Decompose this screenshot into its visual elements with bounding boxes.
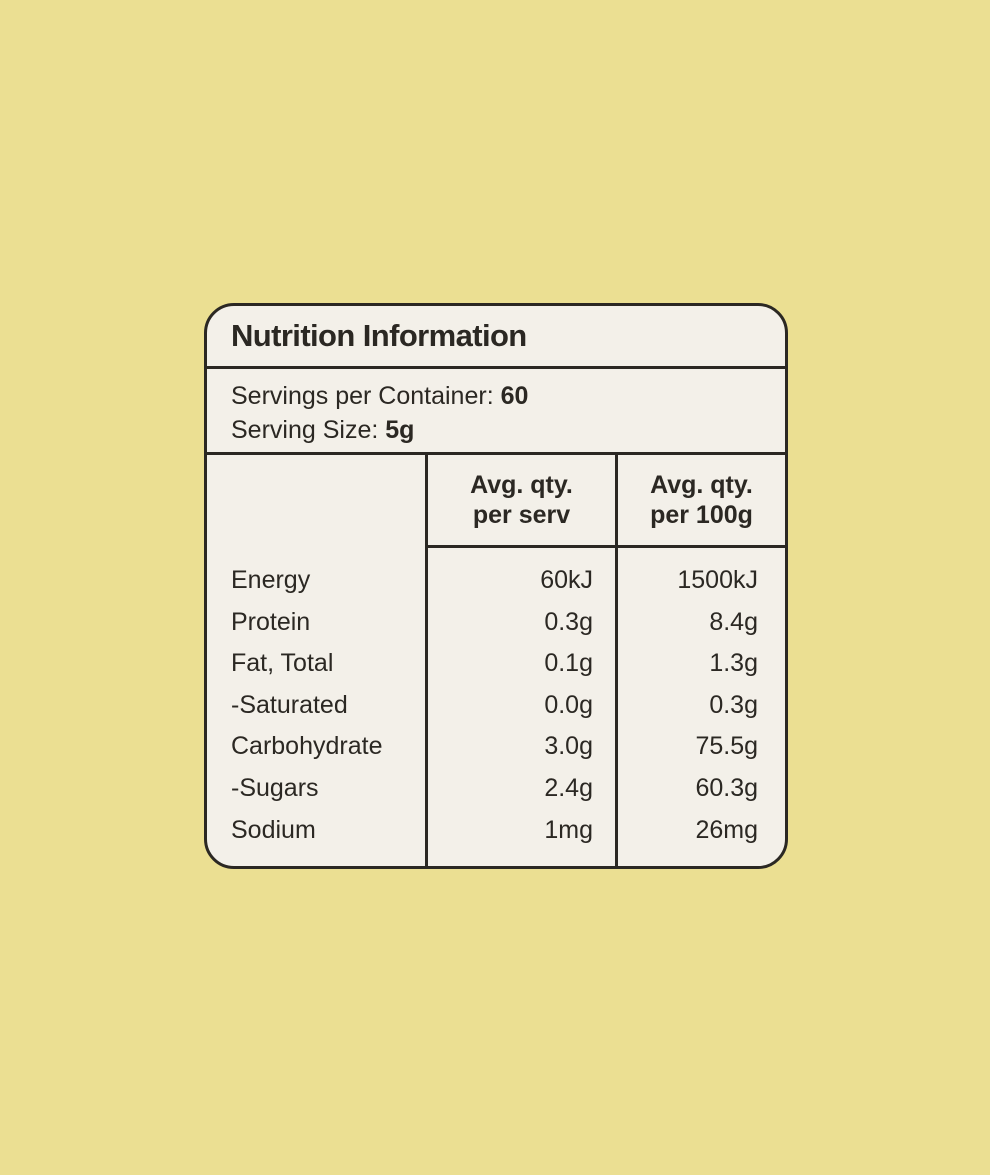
nutrition-panel: Nutrition Information Servings per Conta… [204, 303, 788, 869]
table-header-spacer [207, 455, 425, 548]
table-filler [207, 851, 425, 866]
nutrient-per-100g: 8.4g [615, 601, 785, 644]
nutrient-per-100g: 60.3g [615, 767, 785, 810]
table-spacer [207, 548, 425, 560]
column-header-per-100g: Avg. qty. per 100g [615, 455, 785, 548]
nutrient-per-serv: 60kJ [425, 560, 615, 602]
nutrient-per-100g: 1.3g [615, 643, 785, 685]
nutrient-per-serv: 3.0g [425, 726, 615, 768]
panel-title: Nutrition Information [231, 318, 527, 353]
column-header-per-serv-line1: Avg. qty. [470, 471, 573, 499]
nutrition-table: Avg. qty. per serv Avg. qty. per 100g En… [207, 455, 785, 866]
nutrient-name: Fat, Total [231, 649, 334, 678]
nutrient-per-serv: 0.3g [425, 601, 615, 644]
servings-per-container-line: Servings per Container: 60 [231, 379, 785, 413]
servings-per-container-label: Servings per Container: [231, 382, 501, 410]
servings-section: Servings per Container: 60 Serving Size:… [207, 369, 785, 455]
servings-per-container-value: 60 [500, 382, 529, 410]
column-header-per-100g-line1: Avg. qty. [650, 471, 753, 499]
nutrient-name: Carbohydrate [231, 732, 383, 761]
nutrient-per-100g: 1500kJ [615, 560, 785, 602]
serving-size-label: Serving Size: [231, 416, 386, 444]
table-spacer [615, 548, 785, 560]
nutrient-per-100g: 0.3g [615, 684, 785, 727]
nutrient-name: Sodium [231, 815, 316, 844]
column-header-per-100g-line2: per 100g [650, 501, 753, 529]
column-header-per-serv: Avg. qty. per serv [425, 455, 615, 548]
table-filler [425, 851, 615, 866]
nutrient-name: Energy [231, 566, 311, 594]
nutrient-per-serv: 2.4g [425, 767, 615, 810]
nutrient-name: Protein [231, 607, 311, 636]
table-filler [615, 851, 785, 866]
serving-size-line: Serving Size: 5g [231, 413, 785, 447]
nutrient-per-serv: 1mg [425, 809, 615, 852]
column-header-per-serv-line2: per serv [472, 501, 571, 529]
nutrient-per-100g: 75.5g [615, 726, 785, 768]
nutrient-name: -Sugars [231, 773, 319, 802]
nutrient-per-100g: 26mg [615, 809, 785, 852]
nutrient-name: -Saturated [231, 690, 348, 719]
nutrient-per-serv: 0.0g [425, 684, 615, 727]
serving-size-value: 5g [385, 416, 415, 444]
nutrition-panel-header: Nutrition Information [207, 306, 785, 369]
table-spacer [425, 548, 615, 560]
nutrient-per-serv: 0.1g [425, 643, 615, 685]
